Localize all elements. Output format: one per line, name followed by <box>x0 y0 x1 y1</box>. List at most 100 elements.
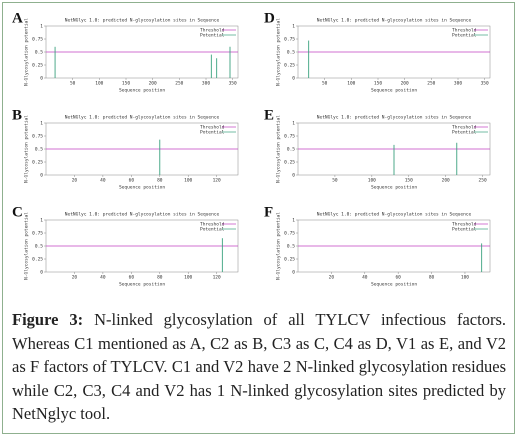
y-tick-label: 1 <box>40 24 43 30</box>
legend-label: Potential <box>452 33 477 39</box>
y-axis-label: N-Glycosylation potential <box>276 212 282 280</box>
legend-label: Potential <box>452 130 477 136</box>
x-tick-label: 300 <box>202 81 210 87</box>
caption: Figure 3: N-linked glycosylation of all … <box>12 308 506 426</box>
chart-panel: F NetNGlyc 1.0: predicted N-glycosylation… <box>264 204 491 288</box>
y-tick-label: 0.5 <box>35 244 43 250</box>
y-axis-label: N-Glycosylation potential <box>24 212 30 280</box>
x-axis-label: Sequence position <box>119 88 165 94</box>
x-tick-label: 200 <box>401 81 409 87</box>
chart-panel: D NetNGlyc 1.0: predicted N-glycosylation… <box>264 10 491 94</box>
y-tick-label: 0.75 <box>32 231 43 237</box>
x-tick-label: 100 <box>184 178 192 184</box>
y-tick-label: 0.5 <box>287 147 295 153</box>
x-tick-label: 40 <box>100 178 106 184</box>
x-tick-label: 100 <box>347 81 355 87</box>
x-tick-label: 20 <box>72 275 78 281</box>
x-tick-label: 350 <box>481 81 489 87</box>
panel-letter: B <box>12 107 22 123</box>
y-axis-label: N-Glycosylation potential <box>276 18 282 86</box>
legend-label: Potential <box>200 130 225 136</box>
x-axis-label: Sequence position <box>371 185 417 191</box>
chart-panel: C NetNGlyc 1.0: predicted N-glycosylation… <box>12 204 239 288</box>
y-tick-label: 0.75 <box>284 37 295 43</box>
x-tick-label: 20 <box>72 178 78 184</box>
y-tick-label: 0.25 <box>284 63 295 69</box>
x-tick-label: 150 <box>405 178 413 184</box>
x-tick-label: 40 <box>362 275 368 281</box>
x-tick-label: 200 <box>149 81 157 87</box>
x-tick-label: 250 <box>427 81 435 87</box>
y-tick-label: 0 <box>40 270 43 276</box>
y-tick-label: 0 <box>292 173 295 179</box>
y-tick-label: 1 <box>40 218 43 224</box>
legend-label: Potential <box>200 227 225 233</box>
y-tick-label: 0.5 <box>287 244 295 250</box>
x-tick-label: 100 <box>461 275 469 281</box>
legend-label: Threshold <box>200 125 225 131</box>
chart-title: NetNGlyc 1.0: predicted N-glycosylation … <box>317 18 472 24</box>
legend-label: Threshold <box>452 222 477 228</box>
x-axis-label: Sequence position <box>371 282 417 288</box>
x-tick-label: 50 <box>332 178 338 184</box>
y-axis-label: N-Glycosylation potential <box>276 115 282 183</box>
figure-frame <box>2 2 515 434</box>
y-tick-label: 0.5 <box>287 50 295 56</box>
x-tick-label: 150 <box>122 81 130 87</box>
y-tick-label: 0.75 <box>32 37 43 43</box>
caption-label: Figure 3: <box>12 310 84 329</box>
x-tick-label: 250 <box>175 81 183 87</box>
chart-title: NetNGlyc 1.0: predicted N-glycosylation … <box>65 18 220 24</box>
x-axis-label: Sequence position <box>119 185 165 191</box>
x-tick-label: 200 <box>442 178 450 184</box>
x-tick-label: 100 <box>368 178 376 184</box>
chart-title: NetNGlyc 1.0: predicted N-glycosylation … <box>65 115 220 121</box>
y-tick-label: 1 <box>292 121 295 127</box>
y-tick-label: 0.5 <box>35 147 43 153</box>
y-tick-label: 1 <box>292 24 295 30</box>
x-tick-label: 120 <box>213 178 221 184</box>
y-tick-label: 0.75 <box>284 134 295 140</box>
x-tick-label: 100 <box>95 81 103 87</box>
x-tick-label: 60 <box>129 178 135 184</box>
panel-letter: D <box>264 10 275 26</box>
chart-panel: B NetNGlyc 1.0: predicted N-glycosylation… <box>12 107 239 191</box>
x-tick-label: 100 <box>184 275 192 281</box>
y-tick-label: 0.25 <box>284 160 295 166</box>
x-tick-label: 350 <box>229 81 237 87</box>
panel-letter: F <box>264 204 273 220</box>
x-tick-label: 80 <box>429 275 435 281</box>
x-tick-label: 50 <box>322 81 328 87</box>
x-tick-label: 40 <box>100 275 106 281</box>
y-tick-label: 0 <box>292 270 295 276</box>
figure-panels: A NetNGlyc 1.0: predicted N-glycosylation… <box>12 10 491 288</box>
x-tick-label: 80 <box>157 275 163 281</box>
x-tick-label: 120 <box>213 275 221 281</box>
x-tick-label: 50 <box>70 81 76 87</box>
chart-title: NetNGlyc 1.0: predicted N-glycosylation … <box>317 115 472 121</box>
y-tick-label: 0.75 <box>32 134 43 140</box>
chart-panel: E NetNGlyc 1.0: predicted N-glycosylation… <box>264 107 491 191</box>
y-tick-label: 0.25 <box>284 257 295 263</box>
y-tick-label: 1 <box>292 218 295 224</box>
x-tick-label: 150 <box>374 81 382 87</box>
y-tick-label: 0.5 <box>35 50 43 56</box>
caption-text: N-linked glycosylation of all TYLCV infe… <box>12 310 507 423</box>
x-tick-label: 60 <box>395 275 401 281</box>
y-tick-label: 0.75 <box>284 231 295 237</box>
x-tick-label: 80 <box>157 178 163 184</box>
y-tick-label: 0.25 <box>32 160 43 166</box>
panel-letter: E <box>264 107 274 123</box>
y-tick-label: 0 <box>292 76 295 82</box>
legend-label: Threshold <box>452 28 477 34</box>
chart-title: NetNGlyc 1.0: predicted N-glycosylation … <box>65 212 220 218</box>
legend-label: Threshold <box>200 28 225 34</box>
x-axis-label: Sequence position <box>119 282 165 288</box>
panel-letter: C <box>12 204 23 220</box>
legend-label: Threshold <box>452 125 477 131</box>
y-tick-label: 0 <box>40 76 43 82</box>
x-tick-label: 250 <box>479 178 487 184</box>
legend-label: Threshold <box>200 222 225 228</box>
x-tick-label: 20 <box>329 275 335 281</box>
